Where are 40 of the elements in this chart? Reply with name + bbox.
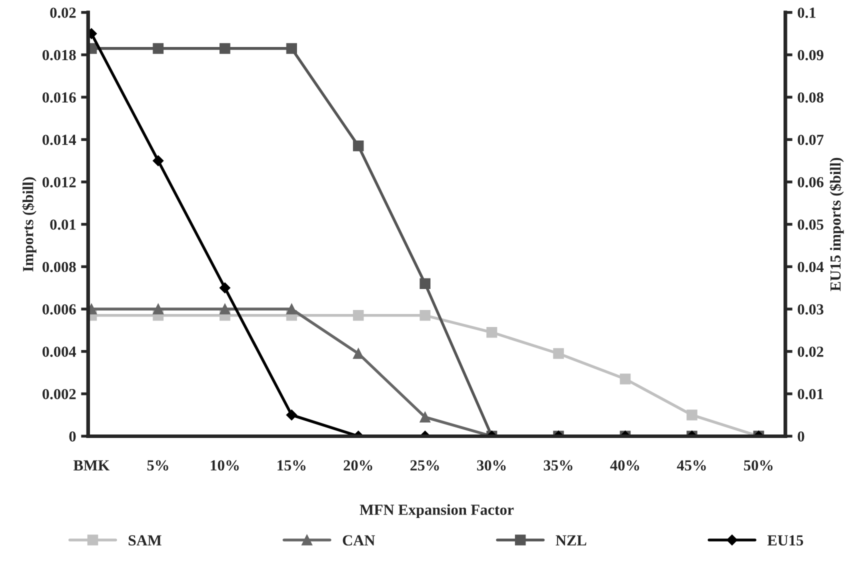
y2-tick-label: 0.09 <box>798 50 824 60</box>
y2-tick-label: 0.03 <box>798 304 824 315</box>
y2-axis-title: EU15 imports ($bill) <box>829 158 844 292</box>
y2-tick-label: 0.06 <box>798 177 824 188</box>
x-tick-label: 15% <box>278 460 306 471</box>
y-tick-label: 0.016 <box>42 92 76 103</box>
x-tick-label: 25% <box>410 460 439 471</box>
y-tick-label: 0.004 <box>42 346 76 357</box>
x-tick-label: 30% <box>477 460 506 471</box>
y2-tick-label: 0.1 <box>798 8 816 18</box>
y2-tick-label: 0.01 <box>798 388 824 400</box>
y2-tick-label: 0 <box>798 431 804 442</box>
legend-label: EU15 <box>767 535 804 546</box>
y2-tick-label: 0.04 <box>798 262 824 272</box>
y-tick-label: 0.02 <box>50 8 76 18</box>
x-tick-label: 10% <box>210 460 239 471</box>
y-tick-label: 0.006 <box>42 304 76 315</box>
y-tick-label: 0.012 <box>42 177 76 188</box>
x-tick-label: 5% <box>147 460 168 471</box>
y-tick-label: 0.018 <box>42 50 76 60</box>
y-axis-title: Imports ($bill) <box>22 177 36 272</box>
legend-label: NZL <box>556 535 586 546</box>
x-axis-title: MFN Expansion Factor <box>360 504 514 518</box>
x-tick-label: 20% <box>344 460 372 471</box>
y2-tick-label: 0.05 <box>798 219 824 230</box>
x-tick-label: BMK <box>73 460 110 470</box>
legend-label: SAM <box>128 535 162 546</box>
y2-tick-label: 0.08 <box>798 92 824 103</box>
y2-tick-label: 0.07 <box>798 134 824 146</box>
x-tick-label: 35% <box>544 460 572 471</box>
x-tick-label: 45% <box>676 460 706 471</box>
y-tick-label: 0.002 <box>42 388 76 400</box>
y-tick-label: 0 <box>69 431 76 442</box>
y-tick-label: 0.008 <box>42 262 76 272</box>
y-tick-label: 0.01 <box>50 219 76 230</box>
x-tick-label: 50% <box>744 460 773 471</box>
legend-label: CAN <box>342 535 376 546</box>
y2-tick-label: 0.02 <box>798 346 824 357</box>
x-tick-label: 40% <box>610 460 640 471</box>
y-tick-label: 0.014 <box>42 134 76 146</box>
